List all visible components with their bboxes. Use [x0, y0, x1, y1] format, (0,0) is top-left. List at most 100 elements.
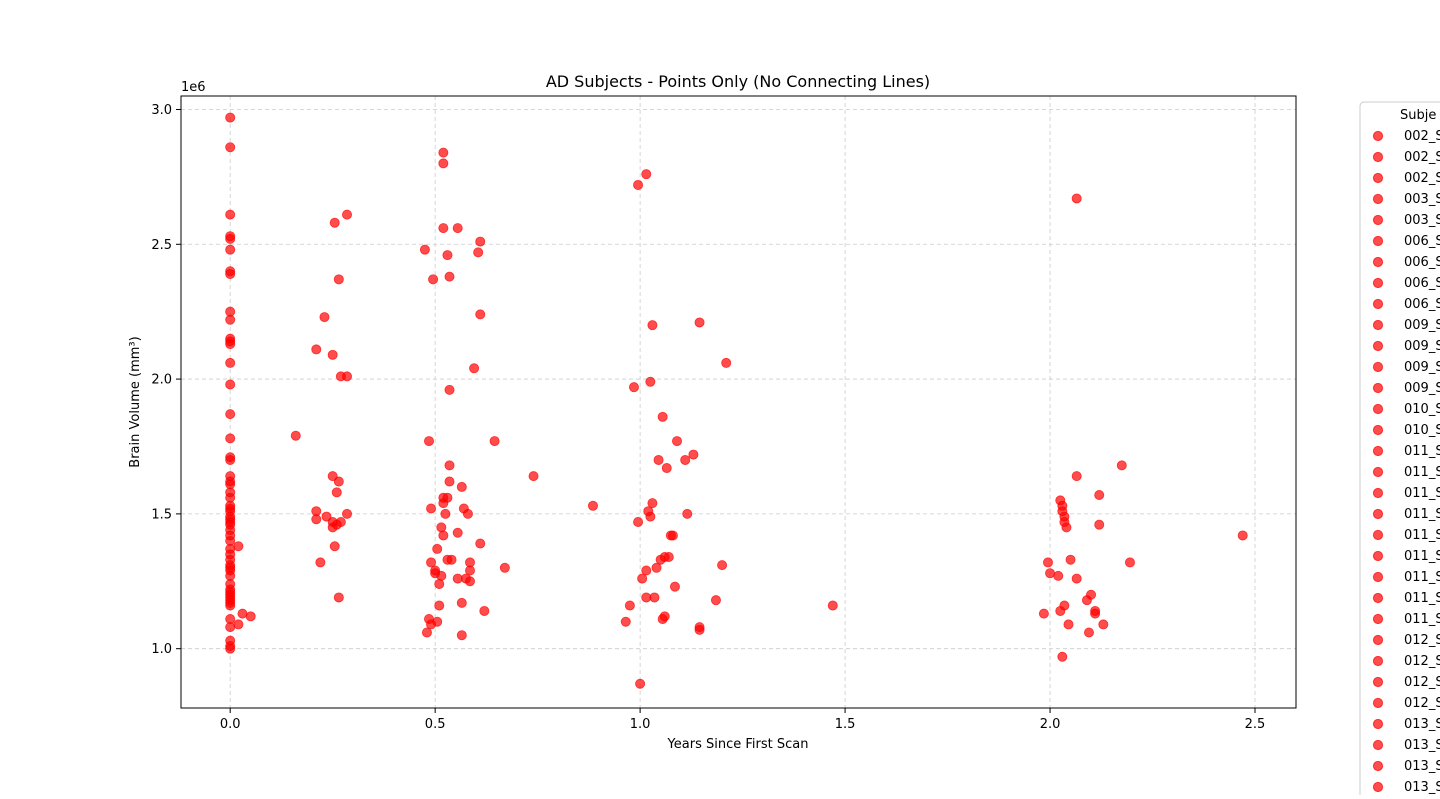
- legend-entry-label: 011_S: [1404, 465, 1440, 480]
- legend-marker: [1372, 403, 1384, 415]
- data-point: [462, 508, 473, 519]
- data-point: [319, 312, 330, 323]
- data-point: [225, 454, 236, 465]
- data-point: [1061, 522, 1072, 533]
- data-point: [442, 492, 453, 503]
- y-tick-label: 2.5: [151, 238, 172, 253]
- data-point: [432, 616, 443, 627]
- data-point: [647, 320, 658, 331]
- data-points: [225, 112, 1248, 689]
- data-point: [1071, 573, 1082, 584]
- legend-marker: [1372, 361, 1384, 373]
- legend-entry-label: 006_S: [1404, 255, 1440, 270]
- legend-entry-label: 006_S: [1404, 276, 1440, 291]
- data-point: [225, 233, 236, 244]
- data-point: [710, 595, 721, 606]
- data-point: [245, 611, 256, 622]
- x-tick-label: 0.5: [425, 717, 446, 732]
- legend-marker: [1372, 571, 1384, 583]
- chart-title: AD Subjects - Points Only (No Connecting…: [546, 72, 930, 91]
- data-point: [475, 236, 486, 247]
- data-point: [669, 581, 680, 592]
- legend-marker: [1372, 466, 1384, 478]
- legend-frame: [1359, 101, 1440, 799]
- data-point: [225, 268, 236, 279]
- legend-entry-label: 013_S: [1404, 759, 1440, 774]
- data-point: [657, 411, 668, 422]
- y-tick-label: 1.5: [151, 507, 172, 522]
- data-point: [694, 317, 705, 328]
- data-point: [327, 349, 338, 360]
- data-point: [633, 516, 644, 527]
- data-point: [225, 409, 236, 420]
- legend-entry-label: 002_S: [1404, 129, 1440, 144]
- data-point: [641, 565, 652, 576]
- data-point: [1038, 608, 1049, 619]
- legend-marker: [1372, 487, 1384, 499]
- data-point: [645, 376, 656, 387]
- y-axis-label: Brain Volume (mm³): [128, 336, 143, 467]
- legend-marker: [1372, 424, 1384, 436]
- data-point: [645, 511, 656, 522]
- legend-marker: [1372, 592, 1384, 604]
- legend-entry-label: 011_S: [1404, 612, 1440, 627]
- data-point: [440, 508, 451, 519]
- legend-marker: [1372, 130, 1384, 142]
- data-point: [456, 630, 467, 641]
- data-point: [452, 223, 463, 234]
- data-point: [653, 454, 664, 465]
- data-point: [225, 433, 236, 444]
- data-point: [421, 627, 432, 638]
- data-point: [311, 514, 322, 525]
- data-point: [682, 508, 693, 519]
- legend-entry-label: 009_S: [1404, 339, 1440, 354]
- data-point: [342, 371, 353, 382]
- data-point: [641, 169, 652, 180]
- data-point: [335, 516, 346, 527]
- data-point: [329, 541, 340, 552]
- data-point: [1059, 600, 1070, 611]
- data-point: [1237, 530, 1248, 541]
- data-point: [635, 678, 646, 689]
- legend-entry-label: 003_S: [1404, 192, 1440, 207]
- legend-marker: [1372, 382, 1384, 394]
- data-point: [1124, 557, 1135, 568]
- data-point: [1116, 460, 1127, 471]
- legend-entry-label: 003_S: [1404, 213, 1440, 228]
- data-point: [647, 498, 658, 509]
- legend-entry-label: 009_S: [1404, 381, 1440, 396]
- data-point: [419, 244, 430, 255]
- data-point: [428, 274, 439, 285]
- data-point: [667, 530, 678, 541]
- data-point: [1094, 490, 1105, 501]
- legend-entry-label: 011_S: [1404, 549, 1440, 564]
- data-point: [1045, 568, 1056, 579]
- data-point: [827, 600, 838, 611]
- data-point: [225, 112, 236, 123]
- data-point: [628, 382, 639, 393]
- legend-entry-label: 009_S: [1404, 318, 1440, 333]
- legend-entry-label: 012_S: [1404, 696, 1440, 711]
- data-point: [426, 503, 437, 514]
- data-point: [456, 481, 467, 492]
- data-point: [1098, 619, 1109, 630]
- legend-entry-label: 011_S: [1404, 507, 1440, 522]
- legend-marker: [1372, 550, 1384, 562]
- legend-entries: 002_S 002_S 002_S 003_S 003_S 006_S 006_S 006_S…: [1372, 129, 1440, 795]
- legend-marker: [1372, 739, 1384, 751]
- legend: Subje 002_S 002_S 002_S 003_S 003_S 006_S 006_…: [1359, 101, 1440, 799]
- data-point: [489, 436, 500, 447]
- legend-marker: [1372, 760, 1384, 772]
- data-point: [499, 562, 510, 573]
- data-point: [329, 217, 340, 228]
- legend-marker: [1372, 529, 1384, 541]
- legend-marker: [1372, 172, 1384, 184]
- data-point: [1086, 589, 1097, 600]
- data-point: [225, 244, 236, 255]
- legend-entry-label: 011_S: [1404, 528, 1440, 543]
- y-axis-ticks: 1.0 1.5 2.0 2.5 3.0: [151, 103, 181, 657]
- data-point: [1065, 554, 1076, 565]
- data-point: [694, 624, 705, 635]
